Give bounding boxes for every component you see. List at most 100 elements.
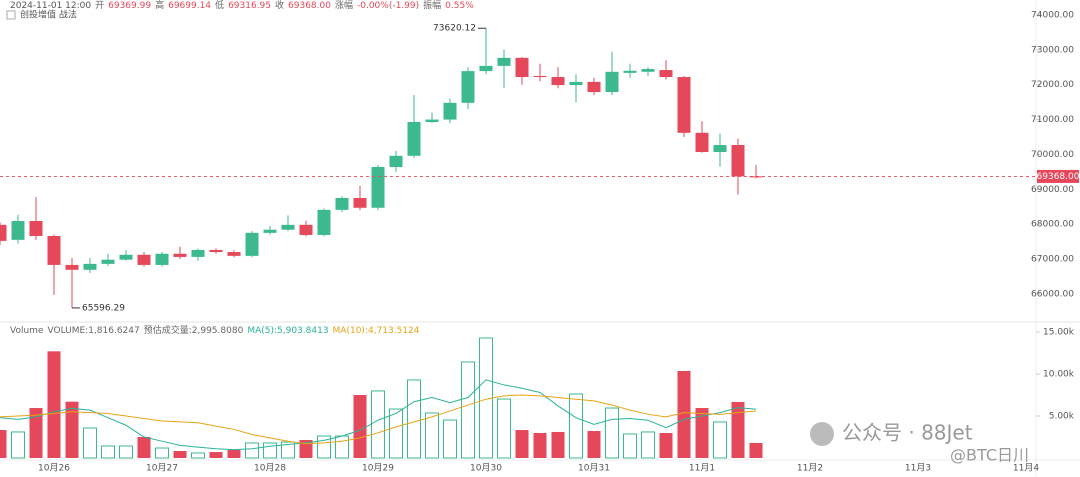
volume-bar [83,427,97,459]
volume-field: VOLUME:1,816.6247 [47,326,139,336]
candle-body [515,57,529,78]
candle-body [713,145,727,152]
volume-bar [371,390,385,459]
y-tick-label: 73000.00 [1031,45,1074,55]
candle-body [173,253,187,257]
x-tick-label: 10月29 [362,463,394,474]
candle-body [29,221,43,236]
candle-body [497,57,511,66]
volume-bar [605,407,619,459]
candle-body [533,75,547,78]
candle-body [641,69,655,72]
candle-body [0,224,7,241]
volume-bar [425,412,439,459]
x-tick-label: 10月27 [146,463,178,474]
volume-field: 预估成交量:2,995.8080 [144,324,244,336]
y-tick-label: 71000.00 [1031,115,1074,125]
header-field-value: 69369.99 [108,1,151,11]
y-tick-label: 69000.00 [1031,185,1074,195]
candle-body [281,224,295,230]
volume-field: MA(10):4,713.5124 [333,326,420,336]
volume-field: MA(5):5,903.8413 [247,326,328,336]
x-tick-label: 10月31 [578,463,610,474]
volume-bar [299,440,313,458]
header-time: 2024-11-01 12:00 [10,1,91,11]
candle-body [353,197,367,208]
x-tick-label: 11月3 [905,463,931,474]
candle-body [209,249,223,253]
candle-body [245,232,259,256]
header-field-value: 69699.14 [168,1,211,11]
volume-bar [497,398,511,459]
annotation: 65596.29 [82,303,125,313]
candle-body [47,235,61,265]
x-tick-label: 11月1 [689,463,715,474]
y-tick-label: 70000.00 [1031,150,1074,160]
volume-bar [335,435,349,459]
header-field-label: 高 [155,0,164,11]
volume-bar [407,379,421,459]
volume-bar [47,351,61,458]
candle-body [155,253,169,265]
volume-bar [623,433,637,459]
volume-bar [209,452,223,458]
x-tick-label: 10月26 [38,463,70,474]
header: 2024-11-01 12:00 开 69369.99 高 69699.14 低 69316… [0,0,474,22]
candle-body [587,81,601,93]
volume-bar [227,450,241,458]
header-field-value: -0.00%(-1.99) [357,1,419,11]
volume-bar [443,419,457,459]
volume-bar [659,432,673,458]
volume-bar [0,430,7,458]
y-tick-label: 15.00k [1043,328,1075,338]
watermark: 公众号 · 88Jet [842,421,973,445]
x-tick-label: 11月2 [797,463,823,474]
volume-bar [551,431,565,458]
candle-body [83,263,97,270]
volume-bar [65,401,79,458]
candle-body [299,224,313,235]
header-field-label: 低 [215,0,224,11]
candle-body [623,70,637,73]
candle-body [263,229,277,233]
volume-bar [461,361,475,459]
candle-body [443,102,457,120]
volume-bar [677,370,691,458]
x-tick-label: 10月28 [254,463,286,474]
volume-bar [731,401,745,458]
watermark-icon [810,422,834,446]
volume-bar [263,442,277,459]
header-field-label: 收 [275,0,284,11]
volume-bar [515,430,529,458]
volume-bar [191,452,205,459]
header-icon [6,10,16,20]
annotation: 73620.12 [433,24,476,34]
candle-body [101,259,115,264]
candle-body [425,119,439,123]
candle-body [479,65,493,72]
volume-bar [173,451,187,458]
volume-bar [101,445,115,459]
header-line: 2024-11-01 12:00 开 69369.99 高 69699.14 低 69316… [10,0,474,11]
volume-bar [749,442,763,458]
candle-body [551,77,565,86]
volume-bar [353,395,367,458]
y-tick-label: 67000.00 [1031,254,1074,264]
candle-body [65,264,79,270]
watermark: @BTC日川 [950,446,1029,465]
y-tick-label: 66000.00 [1031,289,1074,299]
ma-line [0,394,757,445]
volume-bar [155,447,169,459]
volume-bar [641,431,655,459]
y-tick-label: 5.00k [1049,412,1075,422]
x-tick-label: 10月30 [470,463,502,474]
y-tick-label: 74000.00 [1031,10,1074,20]
candle-body [11,221,25,240]
volume-bar [533,432,547,458]
volume-bar [11,431,25,459]
header-field-label: 涨幅 [335,0,353,11]
candle-body [749,176,763,178]
x-tick-label: 11月4 [1013,463,1039,474]
candle-body [677,77,691,133]
